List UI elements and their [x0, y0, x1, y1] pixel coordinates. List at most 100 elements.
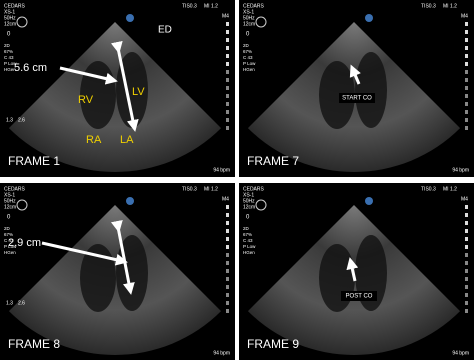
- depth-scale: [226, 70, 229, 74]
- header-text: CEDARS: [4, 186, 26, 192]
- scale-text: 2.6: [18, 117, 25, 123]
- mi-text: MI 1.2: [204, 3, 218, 9]
- depth-scale: [226, 221, 229, 225]
- header-text: XS-1: [4, 192, 15, 198]
- heart-chamber: [319, 244, 355, 312]
- header-text: 50Hz: [243, 15, 255, 21]
- annotation: RA: [86, 134, 102, 146]
- setting-text: 67%: [4, 232, 13, 237]
- header-text: CEDARS: [243, 3, 265, 9]
- mi-text: MI 1.2: [204, 186, 218, 192]
- probe-text: M4: [461, 196, 468, 202]
- heart-chamber: [80, 244, 116, 312]
- depth-text: 0: [7, 32, 11, 38]
- setting-text: 2D: [4, 43, 11, 48]
- depth-scale: [226, 205, 229, 209]
- bpm-text: 94 bpm: [213, 167, 230, 173]
- depth-scale: [226, 277, 229, 281]
- header-text: XS-1: [243, 9, 254, 15]
- setting-text: 67%: [243, 232, 252, 237]
- probe-icon: [126, 14, 134, 22]
- probe-text: M4: [222, 13, 229, 19]
- depth-scale: [465, 229, 468, 233]
- annotation: START CO: [342, 96, 372, 102]
- tis-text: TIS0.3: [421, 186, 436, 192]
- mi-text: MI 1.2: [443, 186, 457, 192]
- marker-icon: [255, 16, 267, 28]
- depth-scale: [465, 38, 468, 42]
- depth-scale: [465, 94, 468, 98]
- header-text: 12cm: [4, 204, 16, 210]
- marker-icon: [255, 199, 267, 211]
- heart-chamber: [319, 61, 355, 129]
- depth-scale: [465, 62, 468, 66]
- setting-text: P Low: [4, 244, 17, 249]
- tis-text: TIS0.3: [182, 186, 197, 192]
- depth-scale: [465, 78, 468, 82]
- depth-scale: [226, 253, 229, 257]
- depth-scale: [226, 245, 229, 249]
- bpm-text: 94 bpm: [452, 167, 469, 173]
- probe-text: M4: [461, 13, 468, 19]
- depth-scale: [226, 22, 229, 26]
- depth-scale: [465, 301, 468, 305]
- arrow: [346, 257, 359, 282]
- annotation: RV: [78, 94, 94, 106]
- setting-text: P Low: [4, 61, 17, 66]
- setting-text: HGen: [4, 67, 16, 72]
- scale-text: 2.6: [18, 300, 25, 306]
- depth-scale: [226, 213, 229, 217]
- depth-scale: [465, 253, 468, 257]
- mi-text: MI 1.2: [443, 3, 457, 9]
- depth-scale: [226, 102, 229, 106]
- setting-text: P Low: [243, 61, 256, 66]
- heart-chamber: [355, 52, 387, 128]
- scale-text: 1.3: [6, 117, 13, 123]
- setting-text: C 43: [4, 238, 14, 243]
- depth-scale: [226, 229, 229, 233]
- setting-text: 2D: [243, 43, 250, 48]
- header-text: XS-1: [243, 192, 254, 198]
- setting-text: 67%: [4, 49, 13, 54]
- depth-scale: [465, 205, 468, 209]
- depth-scale: [465, 269, 468, 273]
- depth-scale: [465, 30, 468, 34]
- depth-scale: [226, 261, 229, 265]
- depth-scale: [226, 293, 229, 297]
- setting-text: C 43: [243, 238, 253, 243]
- depth-scale: [226, 78, 229, 82]
- annotation: LA: [120, 134, 134, 146]
- annotation: LV: [132, 86, 145, 98]
- header-text: XS-1: [4, 9, 15, 15]
- depth-scale: [226, 309, 229, 313]
- arrow: [349, 64, 361, 85]
- depth-scale: [465, 245, 468, 249]
- setting-text: HGen: [243, 250, 255, 255]
- frame-label: FRAME 8: [8, 337, 60, 351]
- setting-text: 67%: [243, 49, 252, 54]
- header-text: CEDARS: [243, 186, 265, 192]
- probe-icon: [365, 14, 373, 22]
- header-text: 50Hz: [4, 198, 16, 204]
- frame-label: FRAME 9: [247, 337, 299, 351]
- setting-text: 2D: [243, 226, 250, 231]
- setting-text: P Low: [243, 244, 256, 249]
- depth-scale: [226, 110, 229, 114]
- annotation: ED: [158, 25, 172, 36]
- depth-scale: [226, 237, 229, 241]
- marker-icon: [16, 16, 28, 28]
- depth-scale: [226, 94, 229, 98]
- frame-label: FRAME 1: [8, 154, 60, 168]
- depth-scale: [465, 102, 468, 106]
- depth-scale: [465, 309, 468, 313]
- depth-text: 0: [7, 215, 11, 221]
- depth-scale: [465, 110, 468, 114]
- setting-text: C 43: [243, 55, 253, 60]
- annotation: 2.9 cm: [8, 237, 41, 249]
- depth-text: 0: [246, 32, 250, 38]
- bpm-text: 94 bpm: [213, 350, 230, 356]
- frame-label: FRAME 7: [247, 154, 299, 168]
